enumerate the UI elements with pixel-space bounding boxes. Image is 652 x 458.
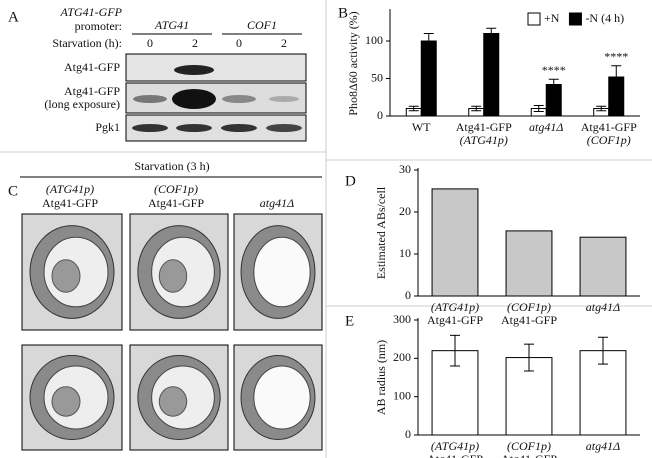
- autophagic-body: [51, 386, 81, 417]
- annotation: ****: [542, 63, 566, 77]
- y-tick-label: 100: [393, 388, 411, 402]
- panel-label: A: [8, 9, 19, 25]
- legend-swatch: [527, 12, 541, 26]
- x-tick-label: (ATG41p): [460, 133, 508, 147]
- legend-swatch: [568, 12, 582, 26]
- x-tick-label: Atg41-GFP: [456, 120, 512, 134]
- autophagic-body: [51, 259, 81, 293]
- y-tick-label: 0: [405, 427, 411, 441]
- construct: ATG41-GFP: [59, 5, 122, 19]
- column-label: (COF1p): [154, 182, 198, 196]
- y-tick-label: 300: [393, 312, 411, 326]
- x-tick-label: Atg41-GFP: [501, 313, 557, 327]
- y-tick-label: 0: [377, 108, 383, 122]
- x-tick-label: Atg41-GFP: [427, 313, 483, 327]
- micrographs: [21, 213, 323, 451]
- x-tick-label: Atg41-GFP: [581, 120, 637, 134]
- panel-label: C: [8, 183, 18, 199]
- timepoint: 0: [147, 36, 153, 50]
- row-label: Atg41-GFP: [64, 84, 120, 98]
- timepoint: 2: [281, 36, 287, 50]
- x-tick-label: WT: [412, 120, 431, 134]
- y-tick-label: 30: [399, 162, 411, 176]
- bar: [420, 40, 437, 117]
- y-axis-label: Estimated ABs/cell: [374, 186, 388, 279]
- vacuole: [253, 236, 311, 308]
- y-axis-label: Pho8Δ60 activity (%): [346, 11, 360, 115]
- row-label: (long exposure): [44, 97, 120, 111]
- x-tick-label: atg41Δ: [586, 300, 620, 314]
- bar: [483, 33, 500, 117]
- y-tick-label: 50: [371, 70, 383, 84]
- autophagic-body: [158, 386, 188, 417]
- y-tick-label: 100: [365, 33, 383, 47]
- row-label: Pgk1: [95, 120, 120, 134]
- column-label: atg41Δ: [260, 196, 294, 210]
- y-tick-label: 0: [405, 288, 411, 302]
- promoter: ATG41: [154, 18, 189, 32]
- x-tick-label: atg41Δ: [529, 120, 563, 134]
- x-tick-label: (COF1p): [507, 300, 551, 314]
- panel-label: B: [338, 5, 348, 21]
- legend-label: +N: [544, 11, 560, 25]
- y-tick-label: 20: [399, 204, 411, 218]
- column-label: Atg41-GFP: [42, 196, 98, 210]
- timepoint: 0: [236, 36, 242, 50]
- column-label: (ATG41p): [46, 182, 94, 196]
- row-label: Atg41-GFP: [64, 60, 120, 74]
- y-axis-label: AB radius (nm): [374, 340, 388, 415]
- y-tick-label: 200: [393, 350, 411, 364]
- promoter: COF1: [247, 18, 277, 32]
- x-tick-label: (COF1p): [507, 439, 551, 453]
- bar: [579, 236, 627, 297]
- x-tick-label: (COF1p): [587, 133, 631, 147]
- annotation: ****: [604, 50, 628, 64]
- x-tick-label: (ATG41p): [431, 439, 479, 453]
- vacuole: [253, 365, 311, 430]
- x-tick-label: Atg41-GFP: [501, 452, 557, 458]
- autophagic-body: [158, 259, 188, 293]
- panel-label: E: [345, 313, 354, 329]
- legend-label: -N (4 h): [585, 11, 624, 25]
- micrograph-title: Starvation (3 h): [134, 159, 209, 173]
- bar: [505, 230, 553, 297]
- timepoint: 2: [192, 36, 198, 50]
- y-tick-label: 10: [399, 246, 411, 260]
- bar: [431, 188, 479, 297]
- x-tick-label: (ATG41p): [431, 300, 479, 314]
- starvation-label: Starvation (h):: [52, 36, 122, 50]
- x-tick-label: atg41Δ: [586, 439, 620, 453]
- blot: [125, 53, 307, 142]
- promoter-label: promoter:: [75, 19, 122, 33]
- panel-label: D: [345, 173, 356, 189]
- x-tick-label: Atg41-GFP: [427, 452, 483, 458]
- column-label: Atg41-GFP: [148, 196, 204, 210]
